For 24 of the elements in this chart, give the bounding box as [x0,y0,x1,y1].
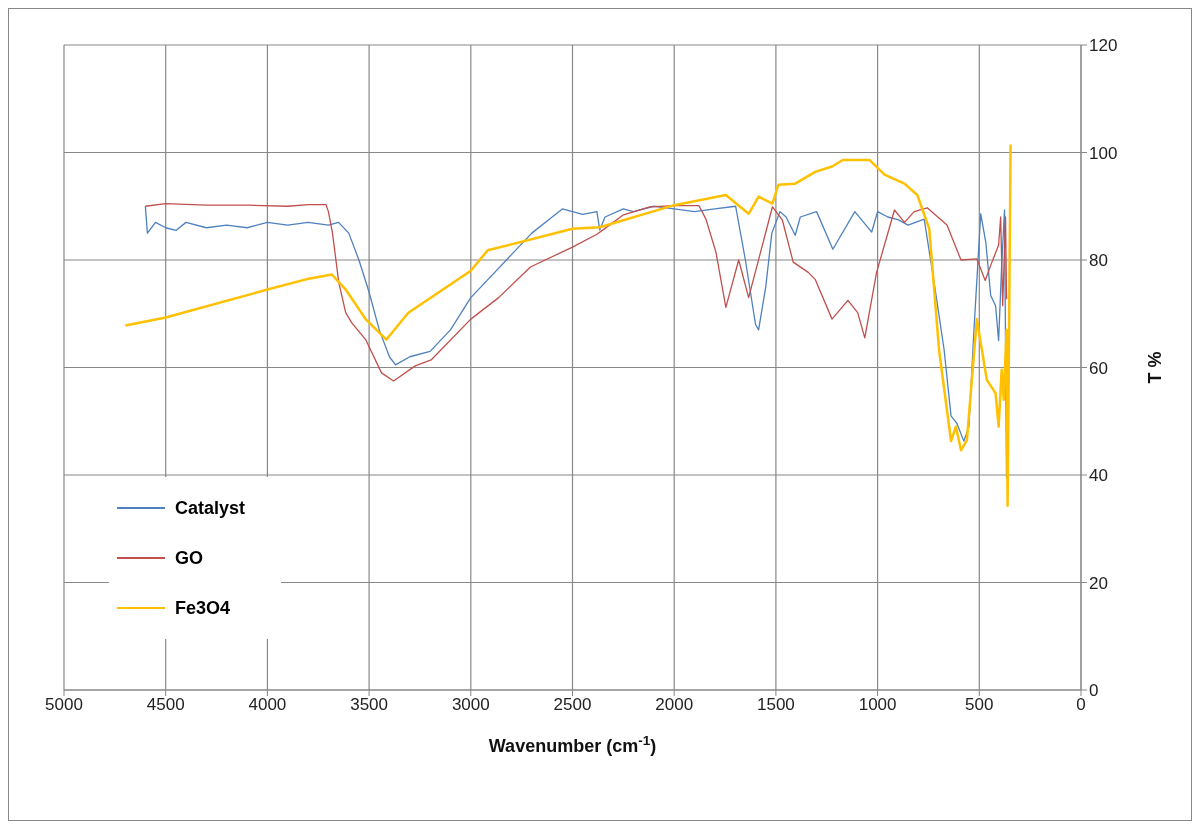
x-tick-label: 1500 [756,695,795,715]
y-tick-label: 40 [1089,466,1108,486]
y-axis-title: T % [1145,351,1165,384]
legend-label: GO [175,547,204,569]
x-tick-label: 4500 [146,695,185,715]
x-tick-label: 5000 [45,695,83,715]
x-tick-label: 3000 [451,695,490,715]
legend-label: Catalyst [175,497,246,519]
line-series [144,202,1008,382]
y-tick-label: 100 [1089,143,1118,163]
y-tick-label: 0 [1089,681,1099,701]
x-axis-title: Wavenumber (cm$^{-1}$) [488,732,657,756]
y-tick-label: 20 [1089,573,1108,593]
y-tick-label: 80 [1089,251,1108,271]
x-tick-label: 3500 [350,695,389,715]
y-tick-label: 60 [1089,358,1108,378]
x-tick-label: 2000 [655,695,694,715]
x-tick-label: 1000 [858,695,897,715]
x-tick-label: 500 [965,695,994,715]
x-tick-label: 0 [1076,695,1086,715]
legend-label: Fe3O4 [175,597,231,619]
x-tick-label: 2500 [553,695,592,715]
x-tick-label: 4000 [248,695,287,715]
y-tick-label: 120 [1089,36,1118,56]
